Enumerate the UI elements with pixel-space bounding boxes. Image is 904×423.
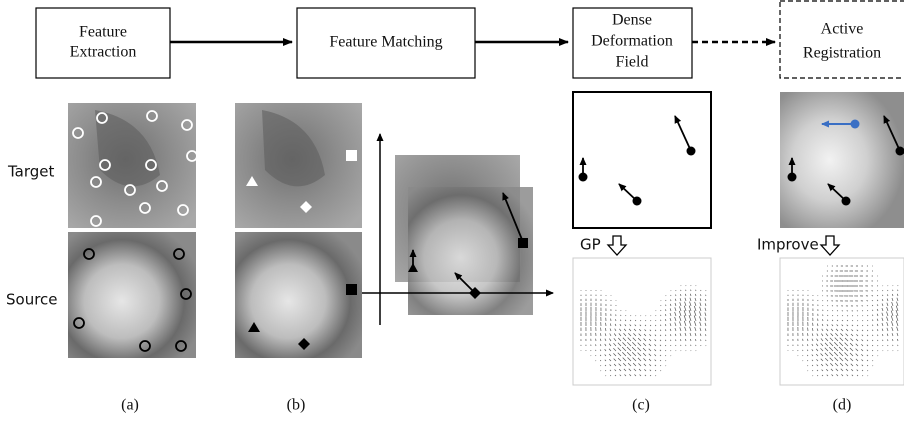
dense-field (780, 258, 904, 385)
panel-label: (b) (287, 397, 306, 414)
row-label: Source (6, 291, 58, 309)
down-arrow (821, 236, 839, 255)
box-label: Extraction (70, 44, 137, 61)
overlay-image (408, 187, 533, 315)
source-image (235, 232, 362, 358)
box-label: Dense (612, 12, 652, 29)
active-point (851, 120, 860, 129)
box-label: Field (616, 54, 649, 71)
down-arrow (608, 236, 626, 255)
marker-square (518, 238, 528, 248)
box-label: Feature Matching (329, 34, 442, 51)
box-label: Deformation (591, 33, 673, 50)
panel-label: (a) (121, 397, 139, 414)
dense-field (573, 258, 711, 385)
registration-image (780, 92, 904, 228)
panel-label: (d) (833, 397, 852, 414)
marker-square (346, 284, 357, 295)
row-label: Target (7, 163, 55, 181)
step-label: Improve (757, 236, 819, 254)
marker-square (346, 150, 357, 161)
source-image (68, 232, 196, 358)
box-label: Feature (79, 24, 127, 41)
panel-label: (c) (632, 397, 650, 414)
box-label: Registration (803, 45, 881, 62)
step-label: GP (580, 236, 601, 254)
sparse-field (573, 92, 711, 228)
box (780, 1, 904, 78)
figure: Feature Extraction Feature Matching Dens… (0, 0, 904, 423)
box-label: Active (821, 21, 864, 38)
